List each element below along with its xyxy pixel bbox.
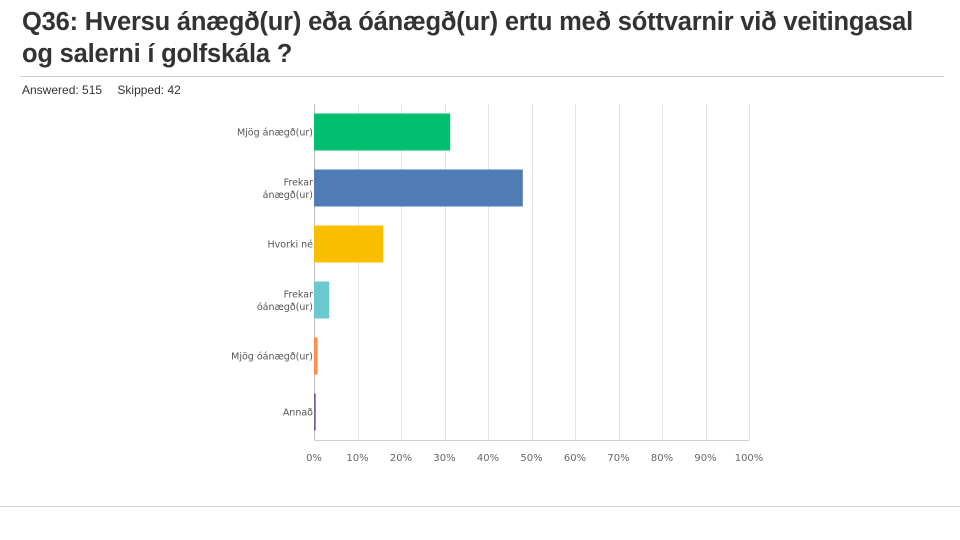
category-label: Annað: [283, 408, 313, 419]
x-tick-label: 30%: [433, 453, 455, 464]
x-tick-label: 10%: [346, 453, 368, 464]
x-tick-label: 20%: [390, 453, 412, 464]
x-tick-label: 90%: [694, 453, 716, 464]
bar: [314, 169, 523, 207]
bar: [314, 225, 384, 263]
answered-count: Answered: 515: [22, 83, 103, 97]
category-label: Mjög ánægð(ur): [237, 128, 313, 139]
category-label: óánægð(ur): [257, 302, 313, 313]
response-stats: Answered: 515 Skipped: 42: [22, 83, 193, 97]
x-tick-label: 60%: [564, 453, 586, 464]
bar: [314, 393, 316, 431]
bar: [314, 113, 451, 151]
bar: [314, 337, 318, 375]
question-title: Q36: Hversu ánægð(ur) eða óánægð(ur) ert…: [22, 8, 914, 68]
category-label: Mjög óánægð(ur): [231, 352, 313, 363]
x-tick-label: 50%: [520, 453, 542, 464]
skipped-count: Skipped: 42: [117, 83, 181, 97]
category-label: Hvorki né: [267, 240, 313, 251]
category-label: Frekar: [284, 289, 313, 300]
title-divider: [20, 76, 944, 77]
footer-divider: [0, 506, 960, 507]
bar: [314, 281, 330, 319]
x-tick-label: 80%: [651, 453, 673, 464]
x-tick-label: 100%: [735, 453, 764, 464]
category-label: Frekar: [284, 177, 313, 188]
x-tick-label: 0%: [306, 453, 322, 464]
x-tick-label: 70%: [607, 453, 629, 464]
category-label: ánægð(ur): [263, 190, 313, 201]
x-tick-label: 40%: [477, 453, 499, 464]
